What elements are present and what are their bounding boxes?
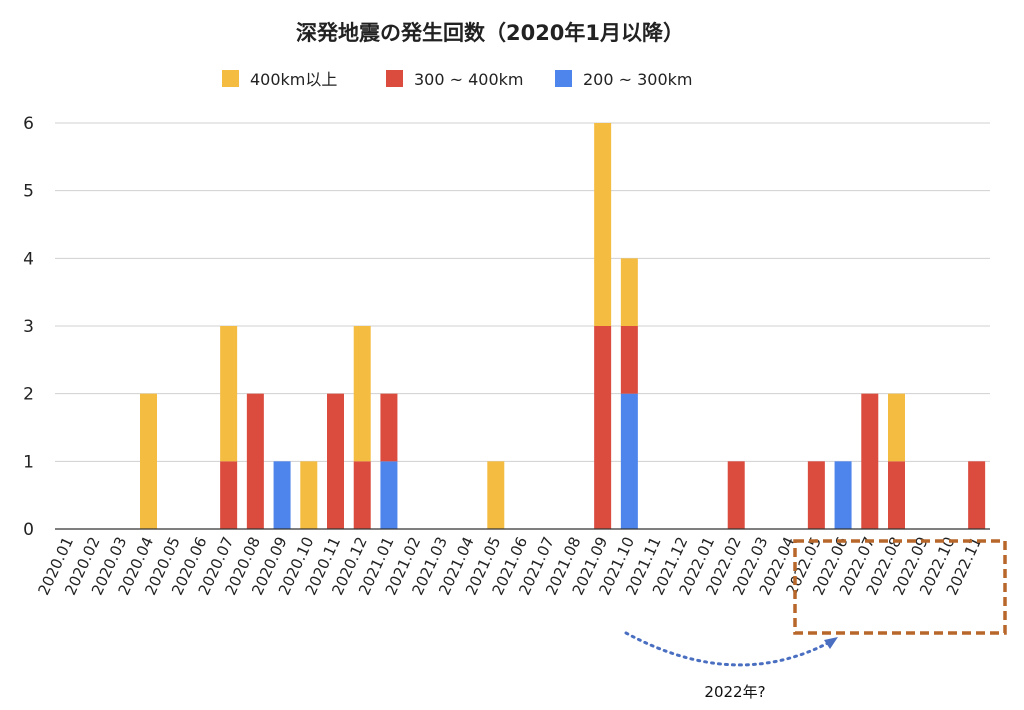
annotation-arrow: [624, 631, 832, 667]
y-axis-ticks: 0 1 2 3 4 5 6: [23, 114, 34, 540]
bar-segment: [620, 326, 638, 394]
highlight-box: [793, 539, 1007, 635]
bar-segment: [834, 461, 852, 529]
bar-segment: [620, 393, 638, 529]
bar-segment: [594, 326, 612, 529]
annotation-arrowhead: [824, 637, 838, 649]
bar-segment: [487, 461, 505, 529]
legend-label: 400km以上: [250, 70, 337, 89]
bars: [140, 123, 986, 529]
bar-segment: [380, 393, 398, 462]
y-tick-label: 0: [23, 520, 34, 540]
bar-segment: [807, 461, 825, 529]
y-tick-label: 1: [23, 452, 34, 472]
bar-segment: [353, 461, 371, 529]
y-tick-label: 2: [23, 385, 34, 405]
bar-segment: [594, 123, 612, 326]
bar-segment: [727, 461, 745, 529]
gridlines: [55, 122, 990, 462]
y-tick-label: 4: [23, 249, 34, 269]
bar-segment: [888, 393, 905, 462]
annotation-label: 2022年?: [704, 683, 765, 701]
bar-segment: [380, 461, 398, 529]
y-tick-label: 3: [23, 317, 34, 337]
y-tick-label: 5: [23, 182, 34, 202]
legend-swatch: [555, 70, 572, 87]
bar-segment: [620, 258, 638, 326]
legend-label: 300 ~ 400km: [414, 70, 524, 89]
bar-segment: [140, 393, 157, 529]
legend-swatch: [386, 70, 403, 87]
chart-title: 深発地震の発生回数（2020年1月以降）: [296, 21, 684, 45]
legend-label: 200 ~ 300km: [583, 70, 693, 89]
bar-segment: [220, 326, 238, 462]
legend-swatch: [222, 70, 239, 87]
bar-segment: [968, 461, 986, 529]
bar-segment: [300, 461, 318, 529]
y-tick-label: 6: [23, 114, 34, 134]
x-axis-ticks: 2020.012020.022020.032020.042020.052020.…: [34, 534, 985, 598]
bar-segment: [353, 326, 371, 462]
bar-segment: [220, 461, 238, 529]
bar-segment: [327, 393, 344, 529]
bar-segment: [246, 393, 264, 529]
bar-segment: [861, 393, 879, 529]
bar-segment: [888, 461, 905, 529]
bar-segment: [273, 461, 291, 529]
legend: 400km以上 300 ~ 400km 200 ~ 300km: [222, 70, 693, 89]
